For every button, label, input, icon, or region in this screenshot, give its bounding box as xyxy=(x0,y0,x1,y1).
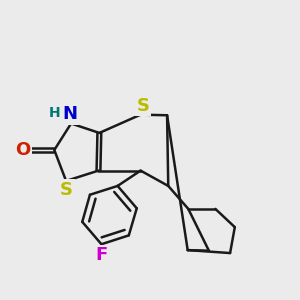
Text: F: F xyxy=(95,246,107,264)
Text: S: S xyxy=(136,97,149,115)
Text: H: H xyxy=(49,106,60,121)
Text: O: O xyxy=(15,141,30,159)
Text: S: S xyxy=(60,181,73,199)
Text: N: N xyxy=(62,105,77,123)
